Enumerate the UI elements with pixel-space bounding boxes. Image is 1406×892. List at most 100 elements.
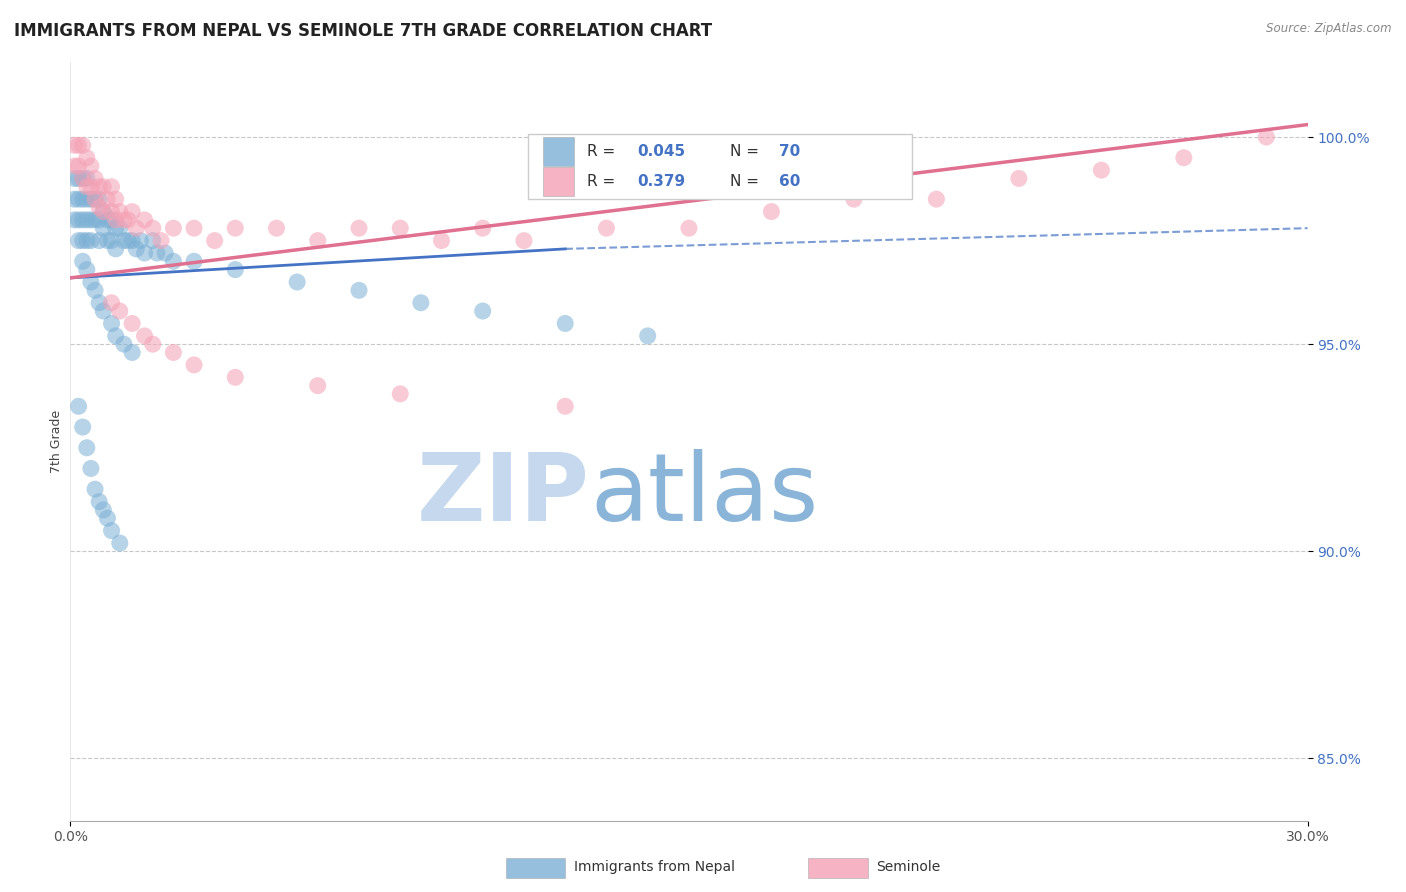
- Point: [595, 221, 617, 235]
- Point: [63, 138, 86, 153]
- Point: [471, 304, 494, 318]
- Point: [72, 420, 94, 434]
- Point: [67, 192, 90, 206]
- Point: [134, 213, 156, 227]
- Point: [430, 234, 453, 248]
- Point: [142, 221, 165, 235]
- Point: [150, 234, 173, 248]
- Point: [91, 221, 114, 235]
- Text: Seminole: Seminole: [876, 860, 941, 874]
- Point: [63, 159, 86, 173]
- Point: [89, 192, 111, 206]
- Point: [108, 221, 131, 235]
- Point: [76, 213, 98, 227]
- Point: [125, 221, 148, 235]
- Text: R =: R =: [588, 144, 620, 159]
- Point: [67, 213, 90, 227]
- Point: [104, 192, 127, 206]
- Point: [96, 511, 118, 525]
- Text: atlas: atlas: [591, 449, 818, 541]
- Point: [89, 234, 111, 248]
- Point: [84, 171, 107, 186]
- Point: [134, 246, 156, 260]
- Point: [80, 234, 103, 248]
- Point: [125, 242, 148, 256]
- Point: [91, 204, 114, 219]
- Point: [100, 204, 122, 219]
- Point: [112, 234, 135, 248]
- Point: [100, 179, 122, 194]
- Point: [117, 234, 139, 248]
- Point: [347, 221, 370, 235]
- Point: [76, 179, 98, 194]
- Point: [72, 234, 94, 248]
- Point: [513, 234, 536, 248]
- Point: [100, 213, 122, 227]
- Point: [1090, 163, 1112, 178]
- Point: [67, 171, 90, 186]
- Y-axis label: 7th Grade: 7th Grade: [51, 410, 63, 473]
- Point: [100, 524, 122, 538]
- Point: [91, 304, 114, 318]
- Text: 70: 70: [779, 144, 800, 159]
- Point: [389, 221, 412, 235]
- Point: [84, 482, 107, 496]
- Point: [285, 275, 308, 289]
- Point: [134, 329, 156, 343]
- Point: [104, 221, 127, 235]
- Point: [72, 192, 94, 206]
- Point: [129, 234, 152, 248]
- Point: [84, 192, 107, 206]
- Point: [471, 221, 494, 235]
- Point: [89, 494, 111, 508]
- Point: [554, 317, 576, 331]
- Point: [204, 234, 226, 248]
- Point: [89, 295, 111, 310]
- Point: [162, 345, 184, 359]
- Point: [842, 192, 865, 206]
- Text: R =: R =: [588, 174, 620, 189]
- Point: [183, 358, 205, 372]
- Text: 60: 60: [779, 174, 800, 189]
- Point: [307, 378, 329, 392]
- Point: [80, 461, 103, 475]
- Point: [104, 242, 127, 256]
- Point: [183, 254, 205, 268]
- Text: IMMIGRANTS FROM NEPAL VS SEMINOLE 7TH GRADE CORRELATION CHART: IMMIGRANTS FROM NEPAL VS SEMINOLE 7TH GR…: [14, 22, 713, 40]
- Point: [84, 192, 107, 206]
- Point: [307, 234, 329, 248]
- Point: [1173, 151, 1195, 165]
- Point: [162, 221, 184, 235]
- Point: [67, 159, 90, 173]
- Point: [347, 283, 370, 297]
- Point: [224, 262, 246, 277]
- Point: [72, 171, 94, 186]
- Point: [80, 192, 103, 206]
- Point: [91, 204, 114, 219]
- Text: Immigrants from Nepal: Immigrants from Nepal: [574, 860, 735, 874]
- Point: [76, 192, 98, 206]
- Point: [108, 536, 131, 550]
- Point: [224, 370, 246, 384]
- Point: [121, 234, 143, 248]
- Point: [153, 246, 176, 260]
- Point: [554, 400, 576, 414]
- Point: [100, 295, 122, 310]
- Point: [1008, 171, 1031, 186]
- Point: [72, 254, 94, 268]
- Point: [121, 204, 143, 219]
- Point: [925, 192, 948, 206]
- Point: [104, 329, 127, 343]
- Point: [142, 234, 165, 248]
- Point: [761, 204, 783, 219]
- Point: [100, 234, 122, 248]
- Point: [678, 221, 700, 235]
- Point: [183, 221, 205, 235]
- Point: [76, 262, 98, 277]
- Text: 0.379: 0.379: [637, 174, 685, 189]
- Text: 0.045: 0.045: [637, 144, 685, 159]
- Point: [108, 204, 131, 219]
- Point: [72, 213, 94, 227]
- Point: [91, 503, 114, 517]
- Point: [409, 295, 432, 310]
